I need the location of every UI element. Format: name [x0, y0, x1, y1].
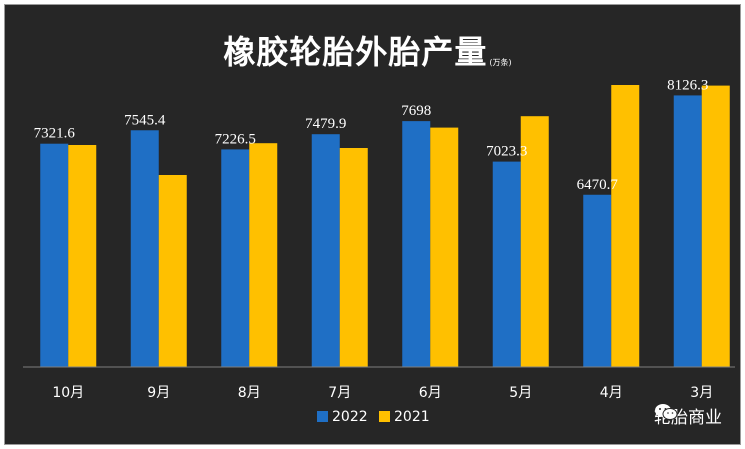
legend: 2022 2021 [317, 409, 430, 425]
bar-2021-0 [68, 145, 97, 367]
legend-swatch-2021 [379, 411, 390, 422]
x-tick-labels-layer: 10月 9月 8月 7月 6月 5月 4月 3月 [52, 385, 713, 401]
bar-2021-2 [249, 143, 278, 367]
data-label-3: 7479.9 [305, 116, 346, 132]
data-label-4: 7698 [401, 103, 431, 119]
bar-2021-3 [339, 148, 368, 367]
bars-layer [40, 85, 730, 368]
data-label-5: 7023.3 [486, 144, 527, 160]
legend-swatch-2022 [317, 411, 328, 422]
x-tick-label-2: 8月 [238, 385, 261, 401]
legend-label-2021: 2021 [394, 409, 430, 425]
bar-2021-7 [701, 85, 730, 367]
bar-2021-4 [430, 127, 459, 367]
bar-2022-5 [492, 161, 521, 367]
bar-2022-2 [221, 149, 250, 367]
data-label-1: 7545.4 [124, 112, 166, 128]
bar-2021-1 [158, 175, 187, 367]
bar-2022-4 [402, 121, 431, 368]
x-tick-label-5: 5月 [509, 385, 532, 401]
data-label-7: 8126.3 [667, 77, 708, 93]
x-tick-label-7: 3月 [690, 385, 713, 401]
bar-2022-7 [673, 95, 702, 367]
data-label-6: 6470.7 [577, 177, 619, 193]
chart-title: 橡胶轮胎外胎产量 (万条) [0, 27, 736, 73]
chart-unit: (万条) [489, 58, 512, 67]
wechat-icon [655, 404, 678, 420]
chart-svg: 7321.6 7545.4 7226.5 7479.9 7698 7023.3 6470.7… [23, 77, 735, 425]
x-tick-label-0: 10月 [52, 385, 84, 401]
bar-2021-6 [611, 85, 640, 367]
bar-2022-6 [583, 194, 612, 367]
bar-2022-0 [40, 143, 69, 367]
chart-title-text: 橡胶轮胎外胎产量 [223, 33, 488, 71]
legend-label-2022: 2022 [332, 409, 368, 425]
bar-2021-5 [520, 116, 549, 367]
data-label-2: 7226.5 [215, 131, 256, 147]
x-tick-label-1: 9月 [147, 385, 170, 401]
x-tick-label-6: 4月 [600, 385, 623, 401]
chart-frame: 橡胶轮胎外胎产量 (万条) 7321.6 7545.4 7226.5 7479.9 769… [4, 4, 741, 445]
data-labels-layer: 7321.6 7545.4 7226.5 7479.9 7698 7023.3 6470.7… [34, 77, 709, 192]
bar-2022-1 [130, 130, 159, 367]
watermark: 轮胎商业 [654, 403, 722, 428]
bar-2022-3 [311, 134, 340, 367]
x-tick-label-3: 7月 [328, 385, 351, 401]
x-tick-label-4: 6月 [419, 385, 442, 401]
data-label-0: 7321.6 [34, 126, 76, 142]
